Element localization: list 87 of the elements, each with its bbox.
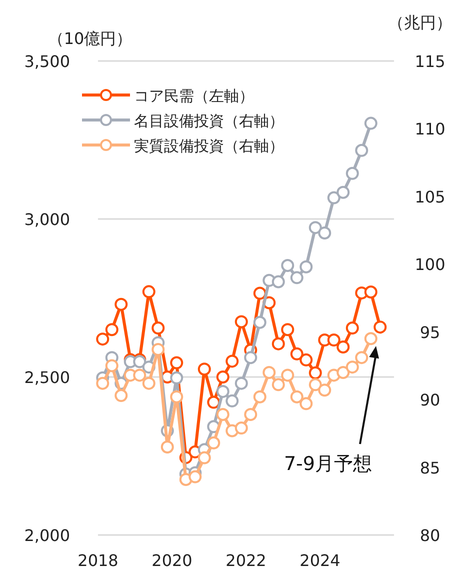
x-tick-label: 2024: [300, 551, 340, 570]
point: [216, 384, 230, 398]
point: [234, 376, 248, 390]
point: [216, 370, 230, 384]
point: [234, 422, 248, 435]
point: [318, 226, 332, 240]
point: [374, 320, 387, 334]
point: [253, 286, 266, 300]
y2-axis-title: （兆円）: [388, 13, 452, 32]
point: [308, 366, 322, 380]
point: [207, 436, 220, 450]
point: [152, 342, 165, 356]
point: [290, 271, 304, 284]
point: [253, 390, 266, 404]
point: [170, 390, 184, 404]
point: [281, 258, 294, 272]
point: [355, 351, 368, 364]
point: [355, 144, 368, 157]
point: [346, 360, 359, 374]
y-tick-label: 3,000: [24, 210, 70, 229]
point: [318, 384, 332, 397]
point: [272, 378, 285, 392]
point: [262, 366, 276, 379]
point: [152, 322, 165, 335]
point: [96, 332, 110, 346]
point: [272, 275, 285, 288]
y-axis-title: （10億円）: [48, 29, 132, 48]
legend-label: コア民需（左軸）: [134, 87, 254, 105]
legend-label: 実質設備投資（右軸）: [134, 137, 284, 155]
point: [290, 390, 304, 404]
y-tick-label: 2,500: [24, 368, 70, 387]
point: [207, 396, 220, 409]
point: [142, 285, 156, 298]
point: [281, 323, 294, 336]
point: [300, 353, 313, 366]
point: [364, 116, 378, 130]
point: [170, 371, 184, 384]
x-tick-label: 2018: [78, 551, 118, 570]
y2-tick-label: 90: [420, 390, 440, 410]
point: [364, 285, 378, 298]
x-tick-label: 2020: [152, 551, 192, 570]
y2-tick-label: 95: [420, 322, 440, 342]
legend-label: 名目設備投資（右軸）: [134, 112, 284, 130]
y2-tick-label: 80: [420, 526, 440, 545]
point: [198, 362, 211, 376]
point: [281, 368, 294, 382]
point: [364, 332, 378, 346]
point: [346, 166, 359, 180]
point: [160, 440, 174, 454]
point: [244, 351, 258, 364]
point: [96, 376, 110, 390]
point: [244, 408, 258, 421]
point: [346, 322, 359, 335]
point: [300, 397, 313, 410]
point: [308, 221, 322, 234]
point: [336, 366, 350, 379]
point: [170, 356, 184, 370]
point: [253, 316, 266, 329]
annotation: 7-9月予想: [284, 453, 372, 475]
point: [105, 359, 118, 372]
point: [336, 186, 350, 199]
point: [300, 260, 313, 274]
point: [336, 340, 350, 354]
point: [327, 191, 340, 204]
point: [234, 315, 248, 328]
point: [105, 323, 118, 336]
y2-tick-label: 85: [420, 458, 440, 478]
y2-tick-label: 115: [414, 52, 446, 71]
y2-tick-label: 110: [414, 120, 446, 139]
point: [114, 298, 128, 311]
point: [308, 378, 322, 392]
y2-tick-label: 100: [414, 255, 446, 274]
point: [188, 470, 202, 484]
point: [133, 368, 146, 382]
y2-tick-label: 105: [414, 187, 446, 206]
point: [272, 337, 285, 350]
x-tick-label: 2022: [226, 551, 266, 570]
point: [142, 376, 156, 390]
point: [198, 451, 211, 464]
point: [290, 347, 304, 360]
point: [114, 389, 128, 402]
point: [226, 354, 239, 368]
point: [327, 334, 340, 347]
y-tick-label: 2,000: [24, 526, 70, 545]
point: [226, 394, 239, 408]
y-tick-label: 3,500: [24, 52, 70, 71]
point: [216, 408, 230, 421]
